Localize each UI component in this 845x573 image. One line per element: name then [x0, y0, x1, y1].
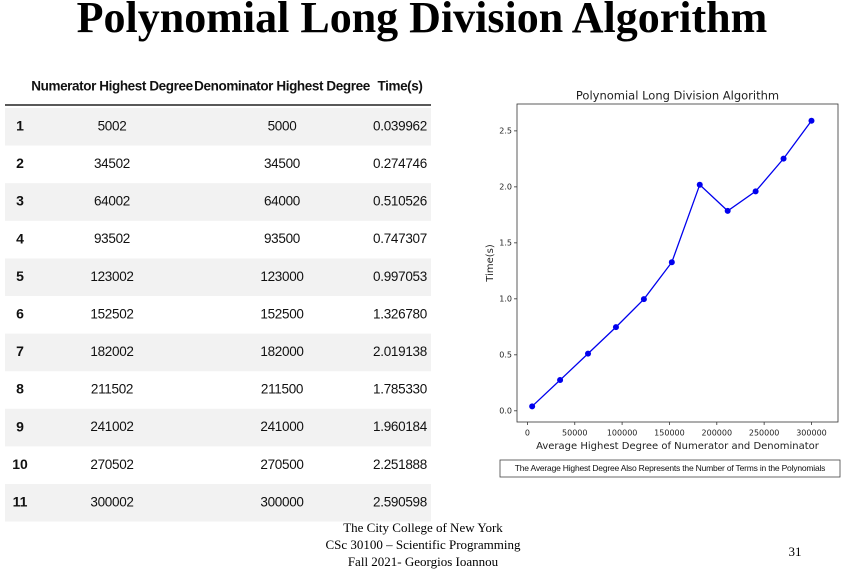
column-header: Time(s)	[378, 79, 423, 94]
table-cell: 300002	[90, 494, 133, 509]
table-cell: 211502	[91, 382, 133, 397]
y-axis-label: Time(s)	[485, 244, 496, 283]
row-index: 6	[16, 306, 24, 322]
y-tick-label: 0.0	[499, 406, 512, 415]
row-stripe	[5, 258, 431, 296]
table-cell: 300000	[260, 494, 303, 509]
row-index: 10	[12, 456, 28, 472]
x-tick-label: 200000	[702, 429, 733, 438]
row-stripe	[5, 108, 431, 146]
y-tick-label: 0.5	[499, 350, 512, 359]
chart-title: Polynomial Long Division Algorithm	[576, 89, 779, 103]
table-cell: 0.039962	[373, 118, 427, 133]
footer-line: Fall 2021- Georgios Ioannou	[348, 554, 499, 569]
data-point	[557, 377, 564, 384]
table-cell: 211500	[261, 382, 303, 397]
x-tick-label: 50000	[562, 429, 587, 438]
table-cell: 5000	[268, 118, 297, 133]
data-point	[585, 350, 592, 357]
row-stripe	[5, 408, 431, 447]
data-point	[780, 155, 787, 162]
table-cell: 2.590598	[373, 494, 427, 509]
row-index: 11	[13, 494, 28, 510]
column-header: Denominator Highest Degree	[194, 79, 371, 94]
table-cell: 93502	[94, 231, 130, 246]
table-cell: 1.960184	[373, 419, 428, 434]
chart-note: The Average Highest Degree Also Represen…	[515, 463, 825, 473]
row-index: 1	[16, 118, 24, 134]
data-point	[724, 207, 731, 214]
table-cell: 241000	[260, 419, 303, 434]
row-index: 9	[16, 418, 24, 434]
table-cell: 182000	[260, 344, 303, 359]
data-point	[612, 324, 619, 331]
table-cell: 123002	[90, 269, 133, 284]
table-cell: 182002	[90, 344, 133, 359]
data-point	[640, 296, 647, 303]
table-cell: 93500	[264, 231, 300, 246]
row-index: 7	[16, 343, 24, 359]
table-cell: 152502	[90, 306, 133, 321]
table-cell: 152500	[260, 306, 303, 321]
x-tick-label: 100000	[607, 429, 638, 438]
row-stripe	[5, 484, 431, 522]
table-cell: 270500	[260, 457, 303, 472]
footer-line: CSc 30100 – Scientific Programming	[326, 537, 521, 552]
row-index: 3	[16, 193, 24, 209]
x-tick-label: 150000	[654, 429, 685, 438]
slide-title: Polynomial Long Division Algorithm	[77, 0, 768, 42]
table-cell: 34500	[264, 156, 300, 171]
note-box	[499, 459, 841, 478]
row-index: 2	[16, 155, 24, 171]
data-point	[529, 403, 536, 410]
x-axis-label: Average Highest Degree of Numerator and …	[536, 441, 820, 452]
row-index: 8	[16, 381, 24, 397]
table-cell: 64000	[264, 194, 300, 209]
data-point	[696, 181, 703, 188]
table-cell: 0.747307	[373, 231, 427, 246]
table-cell: 34502	[94, 156, 130, 171]
y-tick-label: 2.5	[499, 126, 512, 135]
footer-line: The City College of New York	[343, 520, 503, 535]
row-stripe	[5, 183, 431, 221]
table-cell: 2.019138	[373, 344, 427, 359]
table-cell: 2.251888	[373, 457, 427, 472]
table-cell: 0.510526	[373, 194, 427, 209]
y-tick-label: 1.5	[499, 238, 512, 247]
x-tick-label: 250000	[749, 429, 780, 438]
table-cell: 241002	[90, 419, 133, 434]
table-cell: 1.326780	[373, 306, 427, 321]
table-cell: 5002	[98, 118, 127, 133]
data-point	[808, 117, 815, 124]
page-number: 31	[789, 544, 802, 559]
table-cell: 0.274746	[373, 156, 427, 171]
data-point	[668, 259, 675, 266]
row-index: 5	[16, 268, 24, 284]
table-cell: 123000	[260, 269, 303, 284]
table-cell: 0.997053	[373, 269, 427, 284]
table-cell: 270502	[90, 457, 133, 472]
data-point	[752, 188, 759, 195]
table-cell: 1.785330	[373, 382, 427, 397]
x-tick-label: 0	[525, 429, 530, 438]
y-tick-label: 2.0	[499, 182, 512, 191]
row-index: 4	[16, 230, 24, 246]
x-tick-label: 300000	[796, 429, 827, 438]
column-header: Numerator Highest Degree	[31, 79, 193, 94]
table-cell: 64002	[94, 194, 130, 209]
plot-frame	[516, 103, 839, 423]
y-tick-label: 1.0	[499, 294, 512, 303]
row-stripe	[5, 333, 431, 372]
